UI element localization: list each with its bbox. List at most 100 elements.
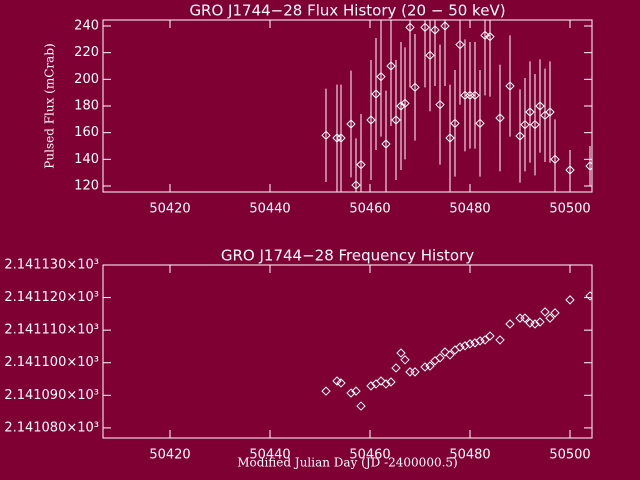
x-tick-label: 50460 xyxy=(349,448,390,463)
x-tick-label: 50480 xyxy=(449,448,490,463)
point xyxy=(420,22,430,33)
point xyxy=(410,367,420,377)
point xyxy=(346,119,356,129)
point xyxy=(480,30,490,41)
plot-area xyxy=(321,291,592,411)
point xyxy=(351,180,361,190)
point xyxy=(356,401,366,411)
point xyxy=(505,81,515,91)
y-tick-label: 2.141090×10³ xyxy=(4,388,99,403)
point xyxy=(376,71,386,82)
point xyxy=(405,367,415,377)
y-tick-label: 2.141120×10³ xyxy=(4,290,99,305)
point xyxy=(405,22,415,33)
y-tick-label: 2.141080×10³ xyxy=(4,420,99,435)
point xyxy=(530,319,540,329)
point xyxy=(440,347,450,357)
point xyxy=(505,319,515,329)
point xyxy=(332,376,342,386)
x-tick-label: 50440 xyxy=(249,202,290,217)
x-axis-label: Modified Julian Day (JD -2400000.5) xyxy=(237,456,457,470)
y-tick-label: 2.141110×10³ xyxy=(4,323,99,338)
point xyxy=(400,98,410,109)
point xyxy=(391,363,401,373)
y-tick-label: 160 xyxy=(74,125,99,140)
point xyxy=(386,61,396,71)
point xyxy=(525,107,535,117)
plot-area xyxy=(321,20,592,192)
point xyxy=(425,361,435,371)
point xyxy=(495,113,505,123)
point xyxy=(351,386,361,396)
y-tick-label: 140 xyxy=(74,152,99,167)
point xyxy=(376,376,386,386)
point xyxy=(381,139,391,149)
point xyxy=(585,161,592,171)
point xyxy=(545,313,555,323)
point xyxy=(550,308,560,318)
point xyxy=(545,107,555,117)
point xyxy=(465,339,475,349)
point xyxy=(396,348,406,358)
point xyxy=(565,165,575,175)
x-tick-label: 50440 xyxy=(249,448,290,463)
point xyxy=(336,378,346,388)
point xyxy=(530,119,540,130)
point xyxy=(480,335,490,345)
x-tick-label: 50500 xyxy=(549,202,590,217)
x-tick-label: 50480 xyxy=(449,202,490,217)
point xyxy=(515,131,525,141)
y-tick-label: 120 xyxy=(74,179,99,194)
point xyxy=(336,133,346,143)
y-axis-label: Pulsed Flux (mCrab) xyxy=(43,43,57,168)
point xyxy=(435,99,445,110)
point xyxy=(371,89,381,99)
point xyxy=(391,115,401,125)
point xyxy=(381,379,391,389)
point xyxy=(535,101,545,111)
point xyxy=(470,338,480,348)
point xyxy=(346,388,356,398)
point xyxy=(485,331,495,341)
point xyxy=(485,31,495,42)
chart-title: GRO J1744−28 Frequency History xyxy=(221,247,474,265)
plot-frame xyxy=(102,264,593,439)
point xyxy=(435,353,445,363)
y-tick-label: 220 xyxy=(74,45,99,60)
point xyxy=(366,381,376,391)
point xyxy=(475,336,485,346)
x-tick-label: 50500 xyxy=(549,448,590,463)
point xyxy=(470,90,480,101)
point xyxy=(450,118,460,129)
point xyxy=(396,101,406,111)
point xyxy=(440,21,450,31)
x-tick-label: 50460 xyxy=(349,202,390,217)
point xyxy=(420,362,430,372)
point xyxy=(410,82,420,93)
point xyxy=(455,342,465,352)
point xyxy=(445,133,455,143)
x-tick-label: 50420 xyxy=(149,448,190,463)
point xyxy=(321,386,331,396)
point xyxy=(445,350,455,360)
point xyxy=(540,307,550,317)
y-tick-label: 200 xyxy=(74,72,99,87)
point xyxy=(495,335,505,345)
y-tick-label: 240 xyxy=(74,19,99,34)
point xyxy=(356,159,366,170)
point xyxy=(535,317,545,327)
y-tick-label: 2.141100×10³ xyxy=(4,355,99,370)
point xyxy=(455,39,465,50)
plot-frame xyxy=(102,19,593,193)
point xyxy=(386,377,396,387)
point xyxy=(425,50,435,61)
point xyxy=(430,25,440,35)
y-tick-label: 180 xyxy=(74,99,99,114)
point xyxy=(565,295,575,305)
point xyxy=(400,355,410,365)
y-tick-label: 2.141130×10³ xyxy=(4,258,99,273)
point xyxy=(460,341,470,351)
point xyxy=(475,118,485,129)
point xyxy=(366,115,376,125)
